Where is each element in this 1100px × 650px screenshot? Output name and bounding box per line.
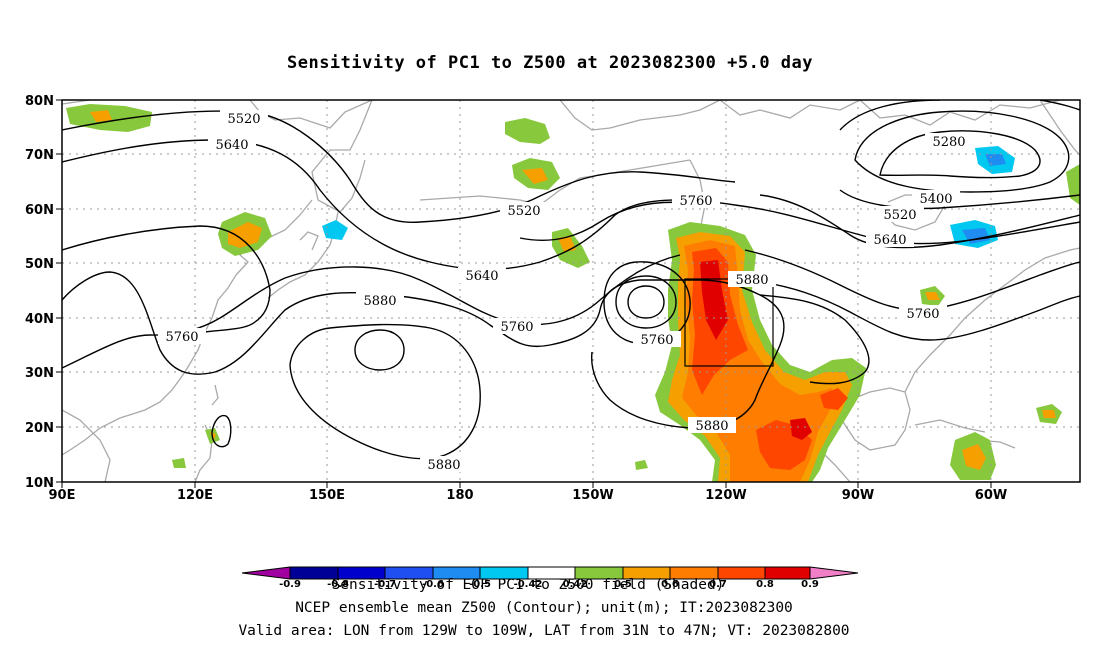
svg-text:5760: 5760 [165, 330, 198, 345]
colorbar-segment [575, 567, 623, 579]
lat-tick: 10N [25, 476, 54, 491]
svg-text:5760: 5760 [640, 333, 673, 348]
colorbar-label: 0.9 [801, 579, 819, 590]
colorbar-label: 0.5 [614, 579, 632, 590]
colorbar-label: -0.9 [279, 579, 301, 590]
svg-text:5760: 5760 [906, 307, 939, 322]
contour-label-5880-b: 5880 [356, 292, 404, 309]
svg-text:5640: 5640 [465, 269, 498, 284]
colorbar-segment [718, 567, 765, 579]
svg-text:5760: 5760 [500, 320, 533, 335]
contour-label-5640-c: 5640 [458, 267, 506, 284]
svg-text:5520: 5520 [883, 208, 916, 223]
contour-label-5880-c: 5880 [688, 417, 736, 434]
colorbar-right-arrow [810, 567, 858, 579]
lon-tick: 120W [705, 488, 746, 503]
contour-label-5880-d: 5880 [420, 456, 468, 473]
lat-tick: 20N [25, 421, 54, 436]
contour-label-5880-a: 5880 [728, 271, 776, 288]
contour-label-5760-b: 5760 [899, 305, 947, 322]
colorbar-label: -0.42 [514, 579, 543, 590]
colorbar-left-arrow [242, 567, 290, 579]
colorbar: -0.9 -0.8 -0.7 -0.6 -0.5 -0.42 0.42 0.5 … [241, 566, 859, 590]
lon-axis: 90E 120E 150E 180 150W 120W 90W 60W [49, 482, 1007, 503]
colorbar-label: -0.8 [327, 579, 349, 590]
colorbar-segment [670, 567, 718, 579]
colorbar-segment [480, 567, 528, 579]
lat-tick: 30N [25, 366, 54, 381]
colorbar-label: 0.7 [709, 579, 727, 590]
svg-text:5400: 5400 [919, 192, 952, 207]
svg-text:5880: 5880 [363, 294, 396, 309]
footer-line-3: Valid area: LON from 129W to 109W, LAT f… [238, 623, 849, 639]
map-title: Sensitivity of PC1 to Z500 at 2023082300… [287, 53, 813, 73]
footer-line-1: Sensitivity of EOF PC1 to Z500 field (Sh… [332, 577, 725, 593]
svg-text:5760: 5760 [679, 194, 712, 209]
colorbar-segment [433, 567, 480, 579]
contour-labels: 5520 5640 5280 5400 5520 5640 5520 5760 … [158, 110, 973, 473]
footer-line-2: NCEP ensemble mean Z500 (Contour); unit(… [295, 600, 793, 616]
contour-label-5520-b: 5520 [876, 206, 924, 223]
svg-text:5880: 5880 [735, 273, 768, 288]
lat-tick: 70N [25, 148, 54, 163]
contour-label-5400: 5400 [912, 190, 960, 207]
svg-text:5880: 5880 [695, 419, 728, 434]
lon-tick: 60W [975, 488, 1007, 503]
lat-tick: 80N [25, 94, 54, 109]
lat-tick: 40N [25, 312, 54, 327]
lon-tick: 90W [842, 488, 874, 503]
svg-text:5520: 5520 [507, 204, 540, 219]
lon-tick: 120E [177, 488, 213, 503]
colorbar-segment [765, 567, 810, 579]
lon-tick: 90E [49, 488, 76, 503]
colorbar-label: 0.42 [563, 579, 588, 590]
colorbar-label: 0.8 [756, 579, 774, 590]
colorbar-label: 0.6 [661, 579, 679, 590]
svg-text:5280: 5280 [932, 135, 965, 150]
colorbar-label: -0.7 [374, 579, 396, 590]
colorbar-segment [338, 567, 385, 579]
svg-text:5520: 5520 [227, 112, 260, 127]
colorbar-segment [528, 567, 575, 579]
svg-text:5640: 5640 [215, 138, 248, 153]
colorbar-segment [623, 567, 670, 579]
colorbar-label: -0.5 [469, 579, 491, 590]
svg-text:5640: 5640 [873, 233, 906, 248]
lat-axis: 80N 70N 60N 50N 40N 30N 20N 10N [25, 94, 62, 491]
contour-label-5760-c: 5760 [493, 318, 541, 335]
contour-label-5520-a: 5520 [220, 110, 268, 127]
lon-tick: 150E [309, 488, 345, 503]
contour-label-5760-a: 5760 [672, 192, 720, 209]
contour-label-5760-d: 5760 [158, 328, 206, 345]
contour-label-5640-a: 5640 [208, 136, 256, 153]
plot-background [62, 100, 1080, 482]
lon-tick: 180 [446, 488, 473, 503]
lat-tick: 50N [25, 257, 54, 272]
colorbar-label: -0.6 [422, 579, 444, 590]
contour-label-5640-b: 5640 [866, 231, 914, 248]
lon-tick: 150W [572, 488, 613, 503]
colorbar-segment [385, 567, 433, 579]
lat-tick: 60N [25, 203, 54, 218]
contour-label-5280: 5280 [925, 133, 973, 150]
svg-text:5880: 5880 [427, 458, 460, 473]
plot-frame [61, 99, 1081, 483]
contour-label-5520-c: 5520 [500, 202, 548, 219]
colorbar-segment [290, 567, 338, 579]
contour-label-5760-e: 5760 [633, 331, 681, 348]
